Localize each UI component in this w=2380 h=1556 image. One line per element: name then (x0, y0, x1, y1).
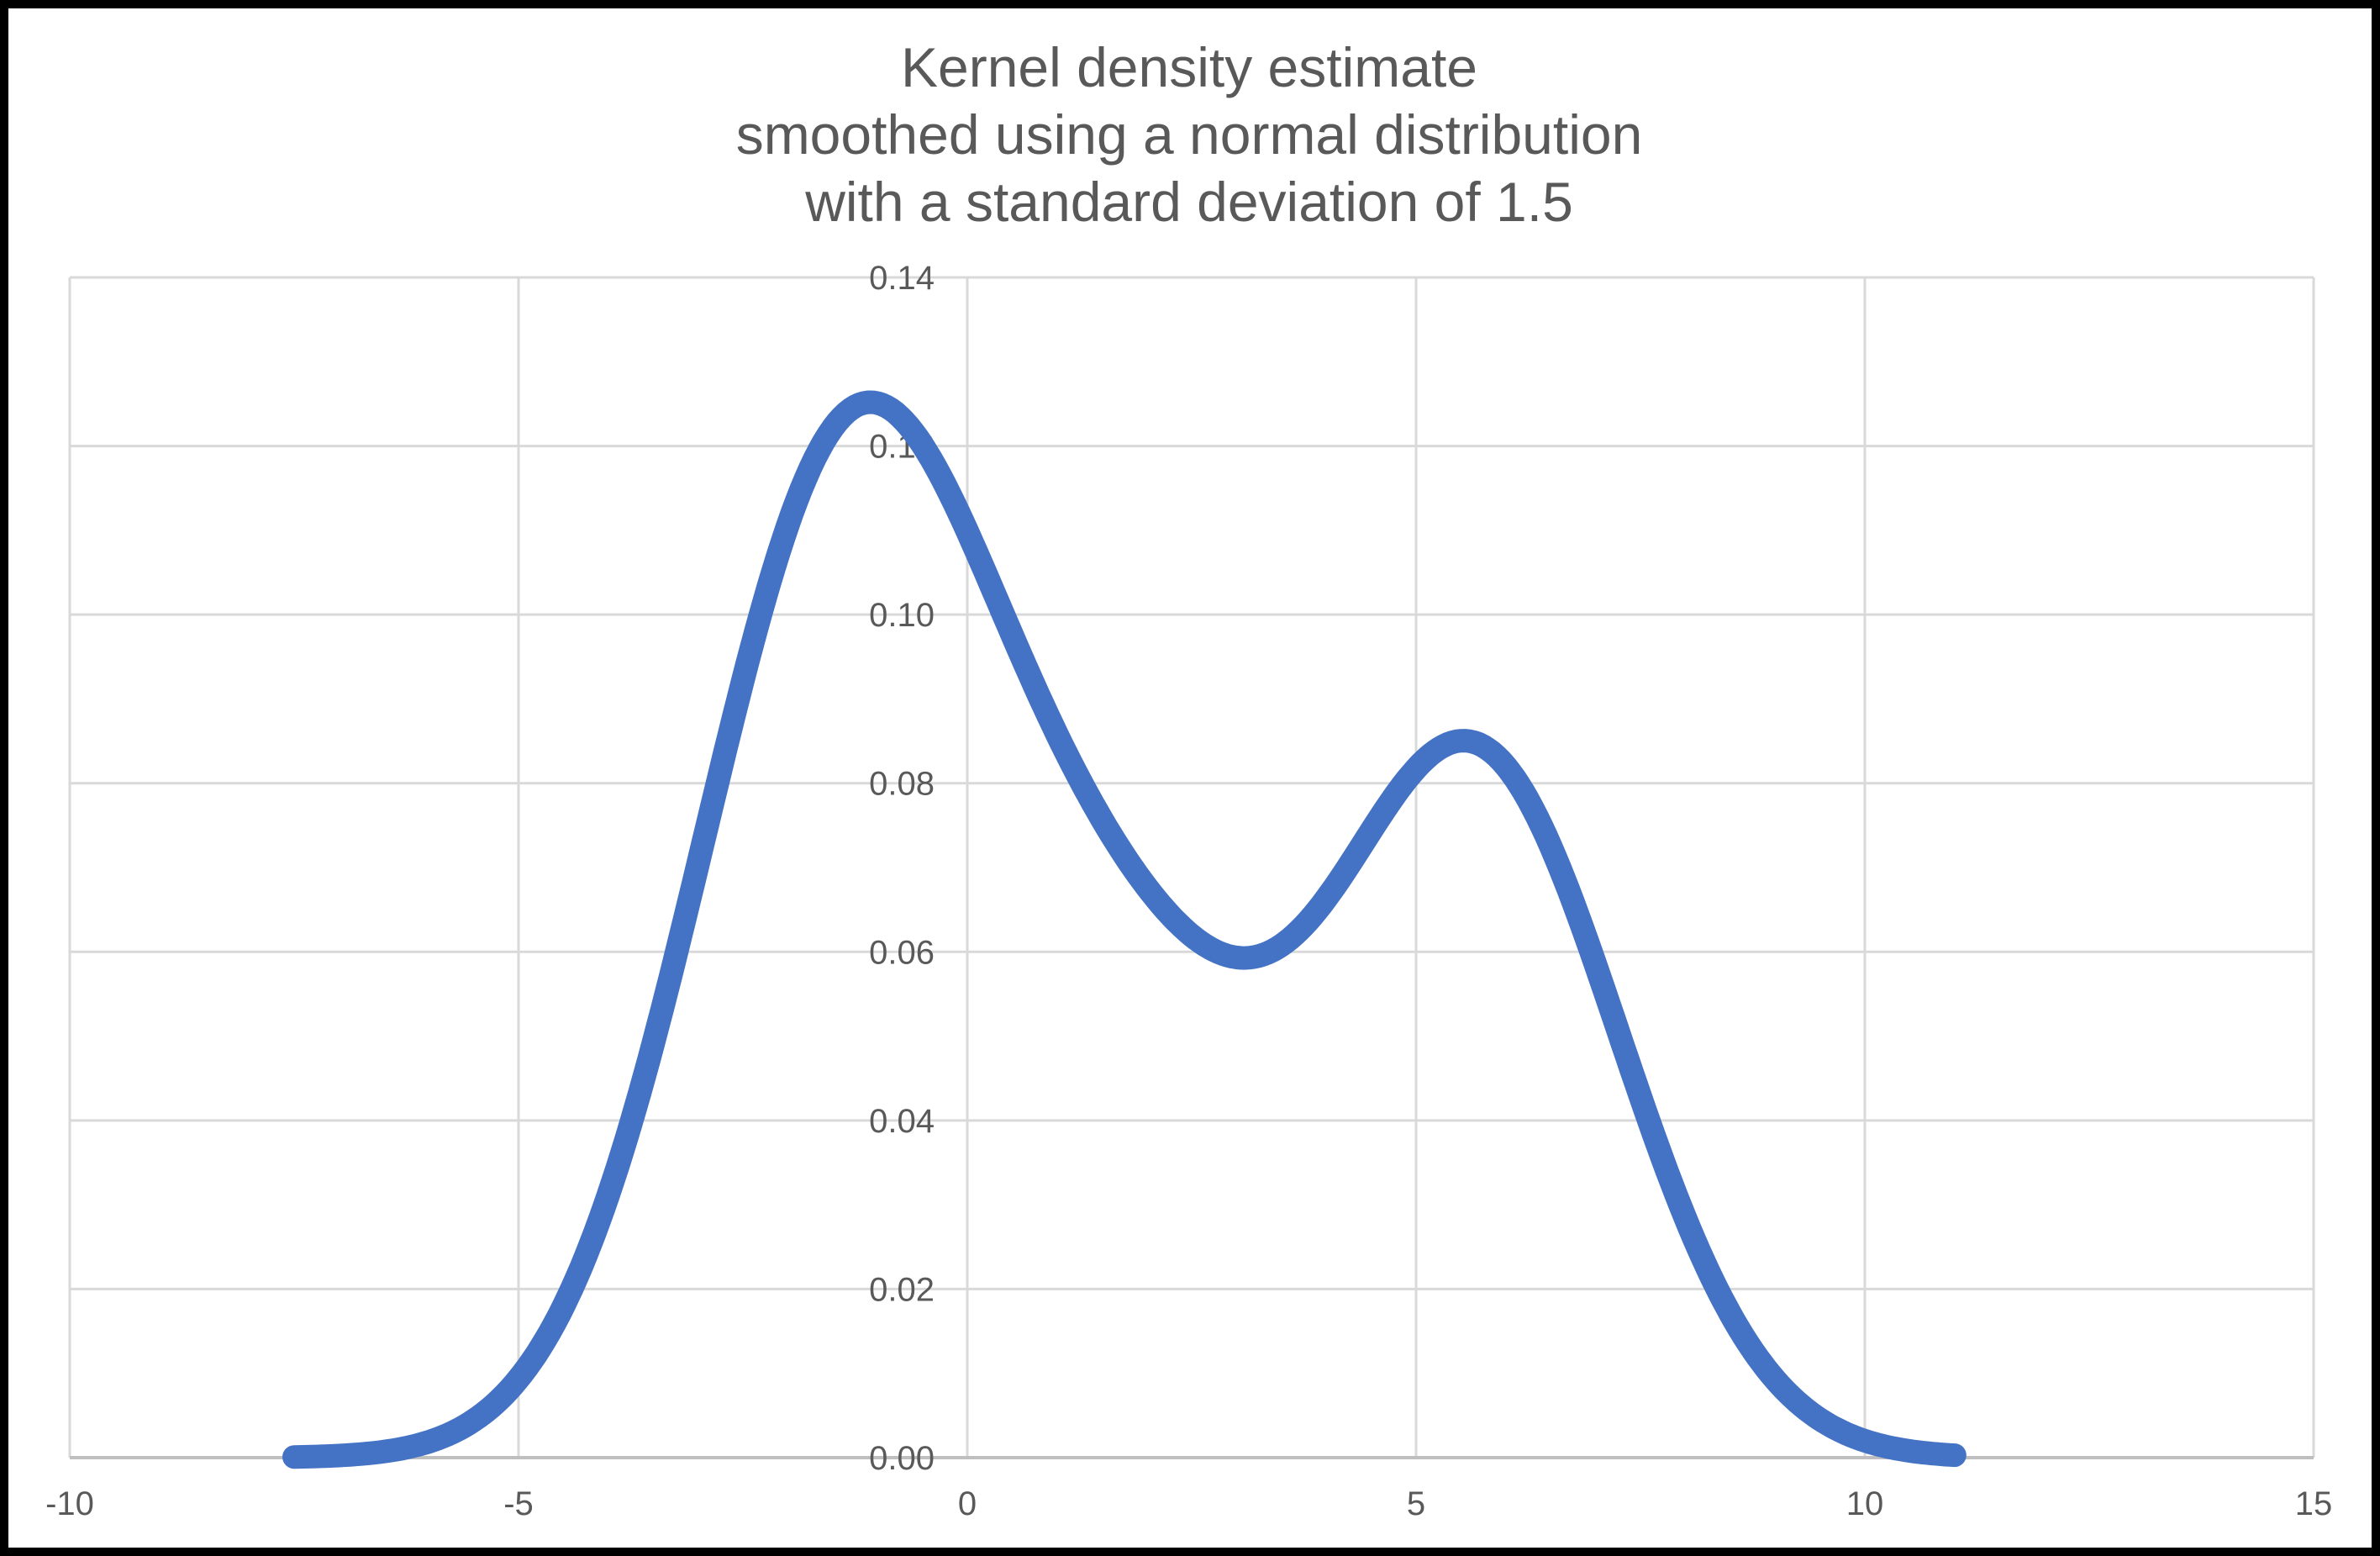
chart-title-line-1: Kernel density estimate (901, 36, 1477, 98)
y-tick-label: 0.14 (869, 260, 935, 297)
x-tick-label: 5 (1407, 1485, 1425, 1522)
y-tick-label: 0.08 (869, 766, 935, 803)
x-tick-label: -5 (503, 1485, 534, 1522)
x-tick-label: 0 (958, 1485, 977, 1522)
kde-curve (282, 390, 1967, 1469)
y-tick-label: 0.10 (869, 597, 935, 634)
chart-title-line-3: with a standard deviation of 1.5 (804, 171, 1573, 233)
x-tick-label: -10 (45, 1485, 94, 1522)
x-tick-label: 15 (2295, 1485, 2333, 1522)
y-tick-label: 0.00 (869, 1440, 935, 1477)
chart-title: Kernel density estimate smoothed using a… (736, 36, 1643, 233)
x-tick-label: 10 (1846, 1485, 1884, 1522)
chart-title-line-2: smoothed using a normal distribution (736, 103, 1643, 166)
y-tick-label: 0.04 (869, 1103, 935, 1140)
y-tick-label: 0.02 (869, 1271, 935, 1308)
gridlines (68, 276, 2315, 1459)
axis-labels: -10 -5 0 5 10 150.000.020.040.060.080.100.120… (45, 260, 2332, 1522)
y-tick-label: 0.06 (869, 934, 935, 971)
